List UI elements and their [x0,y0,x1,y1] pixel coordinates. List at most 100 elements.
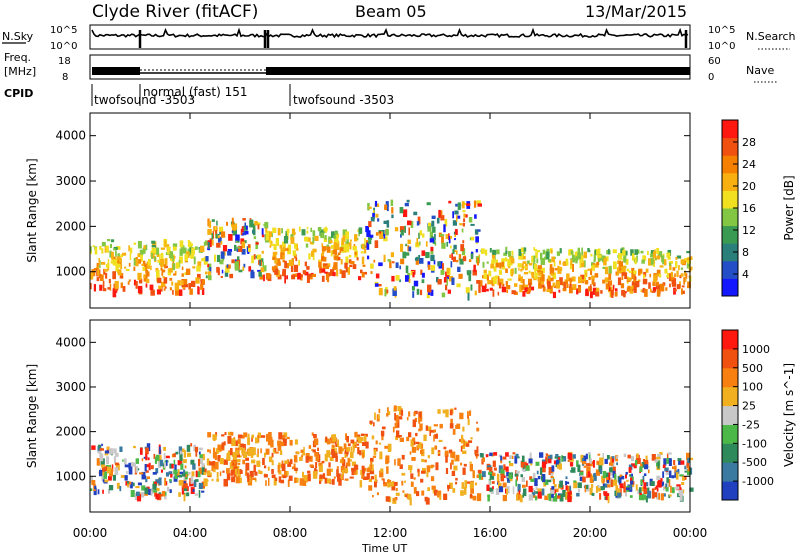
velocity-echo-cell [463,463,467,467]
velocity-echo-cell [418,411,422,419]
power-echo-cell [143,245,146,250]
velocity-echo-cell [500,460,503,464]
velocity-echo-cell [503,464,506,471]
velocity-echo-cell [377,414,380,419]
velocity-echo-cell [335,447,337,454]
power-echo-cell [439,234,445,237]
power-echo-cell [475,236,479,243]
power-echo-cell [627,285,631,292]
power-echo-cell [282,268,286,277]
velocity-echo-cell [476,421,478,424]
time-axis: 00:00 04:00 08:00 12:00 16:00 20:00 00:00 [73,526,708,540]
power-echo-cell [218,236,222,243]
power-echo-cell [684,270,686,276]
power-echo-cell [521,285,525,290]
power-echo-cell [326,244,330,248]
power-echo-cell [470,284,473,291]
power-echo-cell [496,249,500,255]
power-echo-cell [495,262,500,268]
power-echo-cell [451,252,453,260]
velocity-echo-cell [180,463,184,470]
velocity-colorbar-swatch [722,386,738,407]
velocity-echo-cell [614,490,617,496]
power-echo-cell [122,252,127,256]
velocity-echo-cell [462,426,465,431]
velocity-echo-cell [460,462,463,466]
velocity-echo-cell [237,462,241,465]
velocity-echo-cell [286,471,289,476]
velocity-echo-cell [593,472,597,481]
velocity-echo-cell [531,488,535,493]
velocity-echo-cell [443,493,448,500]
power-echo-cell [509,256,513,264]
velocity-echo-cell [114,467,119,475]
power-echo-cell [286,228,290,234]
power-echo-cell [631,272,634,280]
velocity-echo-cell [500,468,505,476]
velocity-echo-cell [344,478,349,481]
velocity-echo-cell [319,474,323,479]
velocity-echo-cell [657,480,662,488]
velocity-echo-cell [435,462,439,471]
power-echo-cell [306,237,311,242]
power-echo-cell [492,289,495,297]
power-echo-cell [405,243,408,247]
velocity-echo-cell [189,478,192,485]
power-echo-cell [497,291,500,296]
power-echo-cell [478,285,481,293]
power-echo-cell [522,279,525,285]
power-echo-cell [195,277,200,284]
power-echo-cell [420,289,423,296]
velocity-echo-cell [522,492,525,498]
velocity-echo-cell [155,487,160,492]
velocity-echo-cell [369,420,373,424]
velocity-echo-cell [525,465,530,471]
power-echo-cell [163,277,168,284]
velocity-echo-cell [198,447,203,451]
velocity-echo-cell [563,456,567,462]
power-echo-cell [330,245,334,249]
power-echo-cell [332,272,336,277]
power-echo-cell [90,283,92,290]
power-echo-cell [205,271,208,275]
velocity-echo-cell [331,434,334,441]
power-echo-cell [189,288,193,295]
power-echo-cell [368,240,372,245]
velocity-echo-cell [152,483,156,490]
power-echo-cell [358,276,362,281]
velocity-echo-cell [282,435,286,441]
power-echo-cell [273,244,277,250]
velocity-echo-cell [340,474,343,480]
velocity-echo-cell [397,458,401,466]
power-echo-cell [392,288,397,296]
power-echo-cell [269,239,272,244]
power-colorbar-swatch [722,243,738,262]
velocity-echo-cell [219,458,224,465]
power-echo-cell [103,268,106,275]
velocity-echo-cell [663,485,665,491]
velocity-echo-cell [565,476,568,480]
power-echo-cell [264,265,267,272]
power-echo-cell [321,246,326,252]
power-echo-cell [615,288,618,292]
velocity-ytick-label: 1000 [55,469,86,483]
power-echo-cell [185,268,191,275]
velocity-echo-cell [430,464,435,468]
velocity-echo-cell [153,453,156,459]
velocity-echo-cell [565,481,567,486]
power-echo-cell [506,289,508,293]
power-echo-cell [455,259,459,263]
velocity-echo-cell [288,475,293,481]
velocity-echo-cell [605,477,610,483]
velocity-echo-cell [114,452,119,457]
velocity-echo-cell [631,463,636,467]
power-echo-cell [462,256,467,262]
velocity-echo-cell [588,454,591,461]
power-colorbar-swatch [722,260,738,279]
power-echo-cell [142,247,146,254]
power-echo-cell [613,261,617,270]
power-echo-cell [467,292,470,301]
velocity-echo-cell [462,467,466,475]
station-title: Clyde River (fitACF) [92,2,258,22]
